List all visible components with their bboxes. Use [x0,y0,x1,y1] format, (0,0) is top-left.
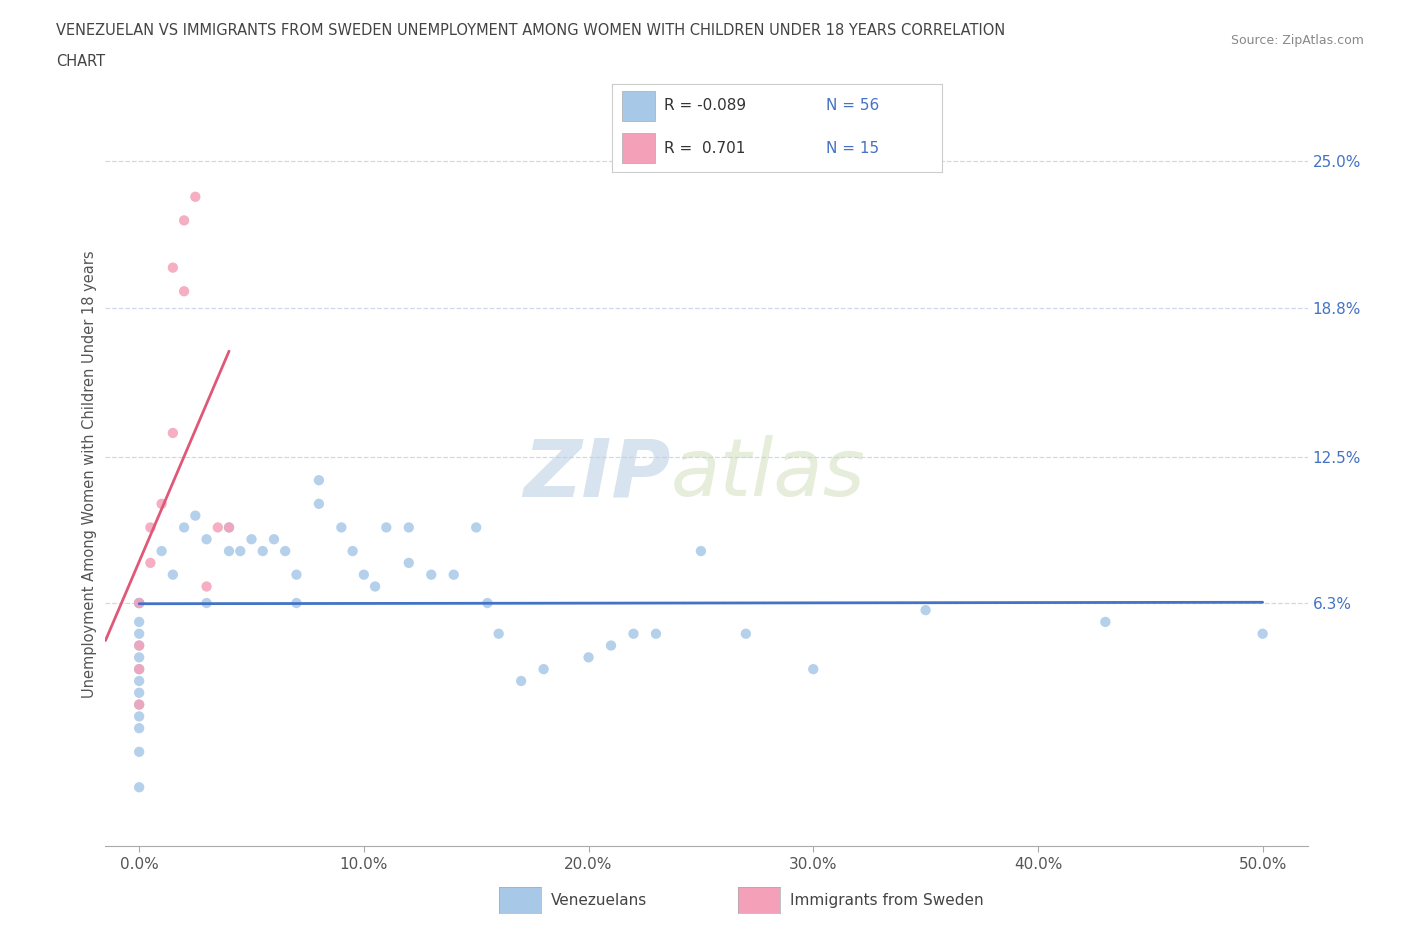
Text: Venezuelans: Venezuelans [551,893,647,908]
Point [195,595,218,610]
Point [128,615,150,630]
Point [128,650,150,665]
Text: N = 56: N = 56 [827,99,880,113]
Point [162,426,184,441]
Point [128,673,150,688]
Point [342,544,364,559]
Point [645,626,668,641]
Point [488,626,510,641]
Point [128,662,150,677]
Text: atlas: atlas [671,435,865,513]
Text: VENEZUELAN VS IMMIGRANTS FROM SWEDEN UNEMPLOYMENT AMONG WOMEN WITH CHILDREN UNDE: VENEZUELAN VS IMMIGRANTS FROM SWEDEN UNE… [56,23,1005,38]
Point [1094,615,1116,630]
Point [128,626,150,641]
Point [398,520,420,535]
Point [150,497,173,512]
Point [364,579,387,594]
Point [578,650,600,665]
Point [375,520,398,535]
Text: Immigrants from Sweden: Immigrants from Sweden [790,893,984,908]
Point [398,555,420,570]
Point [150,544,173,559]
Point [128,709,150,724]
Text: ZIP: ZIP [523,435,671,513]
Point [128,595,150,610]
Point [184,508,207,523]
Point [195,532,218,547]
Point [162,260,184,275]
Y-axis label: Unemployment Among Women with Children Under 18 years: Unemployment Among Women with Children U… [82,250,97,698]
Point [139,555,162,570]
Point [128,595,150,610]
Point [240,532,263,547]
Point [308,472,330,487]
Point [128,638,150,653]
Point [690,544,713,559]
FancyBboxPatch shape [621,91,655,121]
Text: R = -0.089: R = -0.089 [665,99,747,113]
Point [623,626,645,641]
Point [252,544,274,559]
Point [734,626,756,641]
Point [420,567,443,582]
Point [263,532,285,547]
Point [477,595,499,610]
Point [285,595,308,610]
Text: Source: ZipAtlas.com: Source: ZipAtlas.com [1230,34,1364,47]
Point [195,579,218,594]
Point [139,520,162,535]
Point [173,213,195,228]
Point [173,520,195,535]
Text: R =  0.701: R = 0.701 [665,140,745,155]
Point [128,744,150,759]
Point [533,662,555,677]
Point [128,685,150,700]
Point [128,698,150,712]
Point [443,567,465,582]
Text: CHART: CHART [56,54,105,69]
Point [1251,626,1274,641]
Point [184,190,207,205]
Point [162,567,184,582]
Point [330,520,353,535]
Point [510,673,533,688]
Point [128,698,150,712]
Point [207,520,229,535]
Point [218,544,240,559]
Point [914,603,936,618]
FancyBboxPatch shape [621,133,655,164]
Point [308,497,330,512]
Point [218,520,240,535]
Point [229,544,252,559]
Text: N = 15: N = 15 [827,140,880,155]
Point [274,544,297,559]
Point [128,595,150,610]
Point [128,721,150,736]
Point [285,567,308,582]
Point [128,595,150,610]
Point [801,662,824,677]
Point [128,662,150,677]
Point [465,520,488,535]
Point [128,780,150,795]
Point [218,520,240,535]
Point [353,567,375,582]
Point [600,638,623,653]
Point [128,638,150,653]
Point [173,284,195,299]
